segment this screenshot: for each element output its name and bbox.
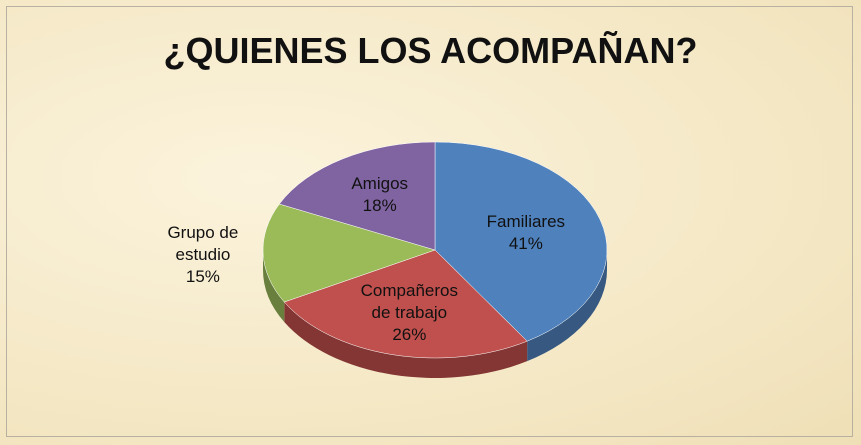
category-label: Compañeros de trabajo bbox=[360, 280, 458, 322]
slice bbox=[278, 141, 436, 251]
slice bbox=[262, 203, 436, 303]
value-label: 41% bbox=[508, 234, 543, 254]
slice bbox=[283, 249, 528, 359]
category-label: Grupo de estudio bbox=[167, 222, 239, 264]
data-label: Familiares 41% bbox=[466, 211, 586, 255]
value-label: 26% bbox=[392, 324, 427, 344]
slice bbox=[434, 141, 608, 342]
value-label: 15% bbox=[185, 266, 220, 286]
slice-side bbox=[263, 250, 285, 323]
value-label: 18% bbox=[362, 196, 397, 216]
category-label: Familiares bbox=[486, 212, 566, 232]
data-label: Grupo de estudio 15% bbox=[148, 222, 258, 288]
category-label: Amigos bbox=[351, 174, 409, 194]
data-label: Amigos 18% bbox=[320, 173, 440, 217]
frame bbox=[6, 6, 853, 437]
chart-title: ¿QUIENES LOS ACOMPAÑAN? bbox=[163, 30, 698, 71]
data-label: Compañeros de trabajo 26% bbox=[354, 280, 464, 346]
slice-side bbox=[284, 302, 528, 378]
slice-side bbox=[527, 250, 607, 362]
